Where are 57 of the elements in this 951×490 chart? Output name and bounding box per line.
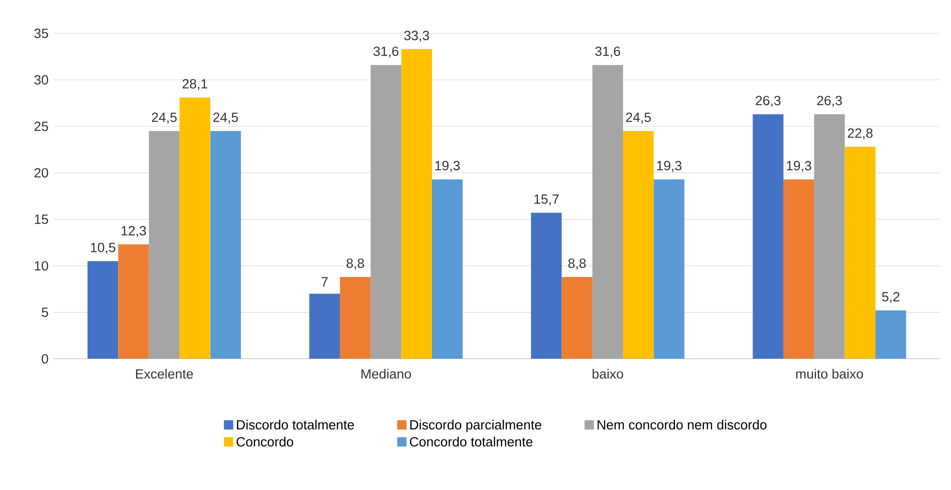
data-label: 19,3: [435, 161, 460, 172]
legend-label: Discordo parcialmente: [410, 420, 542, 432]
data-label: 28,1: [182, 79, 208, 90]
data-label: 5,2: [882, 292, 900, 304]
bar: [844, 147, 876, 360]
data-label: 7: [322, 277, 328, 287]
bar: [210, 131, 241, 360]
bar: [401, 49, 432, 360]
bar: [623, 131, 654, 360]
y-tick-label: 5: [42, 308, 48, 318]
data-label: 24,5: [213, 112, 238, 124]
bar: [654, 180, 684, 360]
data-label: 26,3: [817, 96, 842, 108]
y-tick-label: 15: [34, 214, 48, 224]
data-label: 8,8: [568, 258, 586, 270]
bar: [814, 114, 845, 360]
data-label: 26,3: [756, 96, 780, 108]
bar: [592, 65, 624, 360]
x-tick-label: Excelente: [136, 369, 193, 379]
data-label: 24,5: [626, 112, 651, 124]
bar: [180, 98, 210, 360]
y-tick-label: 0: [42, 354, 48, 364]
bar: [432, 180, 463, 360]
bar: [309, 294, 340, 360]
data-label: 31,6: [595, 46, 620, 58]
bar: [340, 277, 371, 360]
x-tick-label: baixo: [592, 369, 624, 379]
y-tick-label: 30: [34, 75, 48, 85]
bar: [148, 131, 180, 360]
y-tick-label: 20: [34, 168, 48, 178]
x-tick-label: muito baixo: [796, 369, 863, 379]
bar: [531, 213, 562, 360]
bar: [118, 244, 149, 360]
y-tick-label: 25: [34, 122, 48, 132]
legend-label: Discordo totalmente: [237, 420, 354, 430]
bar: [370, 65, 402, 360]
bar: [783, 180, 814, 360]
data-label: 19,3: [786, 161, 812, 172]
data-label: 19,3: [657, 161, 682, 172]
bar: [875, 310, 906, 360]
data-label: 33,3: [404, 31, 430, 42]
bar: [88, 261, 118, 360]
data-label: 12,3: [122, 226, 146, 238]
data-label: 10,5: [90, 243, 116, 254]
y-tick-label: 35: [34, 28, 48, 38]
data-label: 22,8: [848, 128, 873, 140]
data-label: 31,6: [373, 46, 398, 58]
bar: [562, 277, 592, 360]
y-tick-label: 10: [34, 261, 48, 271]
data-label: 24,5: [152, 112, 177, 124]
legend-label: Concordo: [236, 436, 294, 447]
data-label: 15,7: [534, 194, 559, 206]
bar: [752, 114, 784, 360]
x-tick-label: Mediano: [361, 369, 411, 379]
legend-label: Nem concordo nem discordo: [598, 420, 767, 430]
data-label: 8,8: [346, 258, 364, 270]
legend-label: Concordo totalmente: [410, 436, 532, 447]
